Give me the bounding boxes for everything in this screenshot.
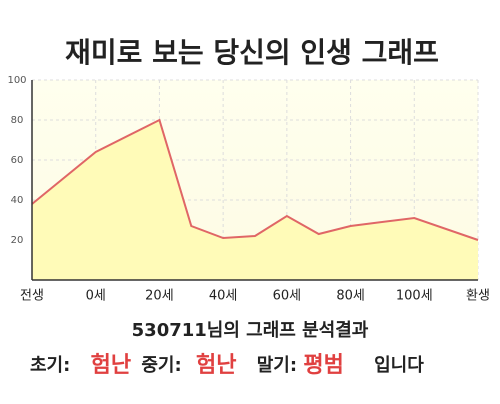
result-value: 평범 [303,353,343,378]
y-tick-label: 60 [11,155,24,166]
area [32,120,478,280]
y-tick-label: 20 [11,235,24,246]
x-tick-label: 80세 [336,289,365,304]
x-tick-label: 40세 [209,289,238,304]
y-tick-label: 80 [11,115,24,126]
result-label: 말기: [257,355,297,376]
x-tick-label: 100세 [396,289,433,304]
result-line: 초기: 험난 중기: 험난 말기: 평범 입니다 [30,352,424,378]
result-value: 험난 [196,352,236,378]
x-tick-label: 20세 [145,289,174,304]
y-tick-label: 100 [7,75,26,86]
result-value: 험난 [91,352,131,378]
x-tick-label: 60세 [273,289,302,304]
chart-title: 재미로 보는 당신의 인생 그래프 [65,36,439,69]
result-label: 중기: [141,355,181,376]
result-suffix: 입니다 [374,354,424,376]
line [31,118,479,241]
result-label: 초기: [30,355,70,376]
result-heading: 530711님의 그래프 분석결과 [132,320,369,341]
y-tick-label: 40 [11,195,24,206]
x-tick-label: 0세 [86,289,106,304]
x-tick-label: 환생 [466,289,490,304]
x-tick-label: 전생 [20,289,44,304]
